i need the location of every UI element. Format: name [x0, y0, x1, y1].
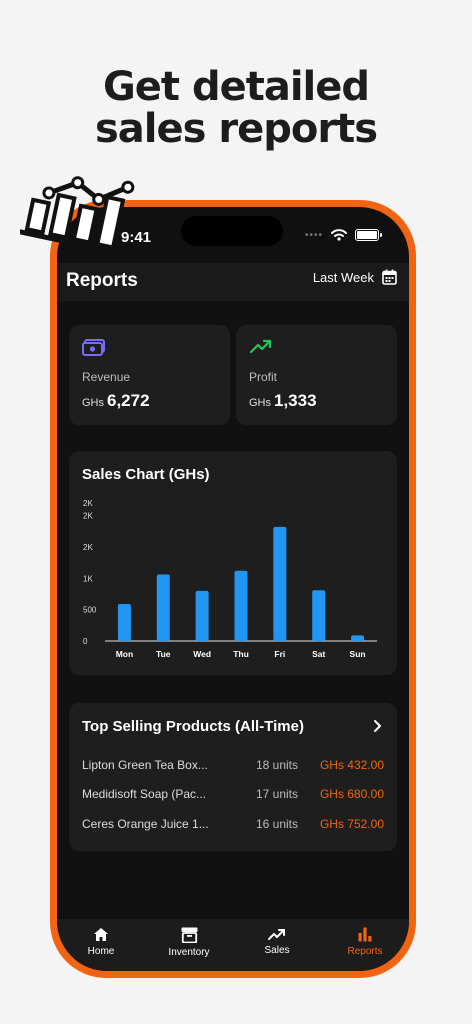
profit-currency: GHs: [249, 397, 271, 409]
bar-chart-icon: [358, 927, 372, 942]
chart-bar: [117, 603, 131, 641]
calendar-icon: [382, 269, 397, 285]
app-header: Reports Last Week: [57, 263, 409, 301]
chart-bar: [312, 590, 326, 641]
nav-home-label: Home: [87, 946, 115, 957]
top-products-title: Top Selling Products (All-Time): [82, 718, 304, 735]
home-icon: [94, 928, 108, 941]
revenue-card[interactable]: Revenue GHs 6,272: [69, 325, 230, 425]
signal-icon: ••••: [304, 229, 323, 241]
revenue-currency: GHs: [82, 397, 104, 409]
y-tick-label: 500: [83, 606, 97, 615]
cash-icon: [82, 339, 105, 356]
phone-frame: 9:41 •••• Reports Last Week: [50, 200, 416, 978]
archive-icon: [181, 927, 197, 943]
product-name: Ceres Orange Juice 1...: [82, 817, 209, 831]
wifi-icon: [331, 229, 347, 241]
product-row[interactable]: Medidisoft Soap (Pac... 17 units GHs 680…: [82, 787, 384, 805]
status-bar: 9:41 ••••: [57, 207, 409, 263]
chart-bar: [273, 526, 287, 641]
nav-sales[interactable]: Sales: [233, 919, 321, 971]
product-name: Medidisoft Soap (Pac...: [82, 787, 207, 801]
product-price: GHs 752.00: [319, 817, 384, 831]
bar-chart-sticker-icon: [20, 176, 135, 254]
revenue-amount: 6,272: [107, 391, 150, 410]
revenue-value: GHs 6,272: [82, 391, 150, 411]
x-tick-label: Sat: [312, 649, 325, 659]
status-icons: ••••: [304, 229, 382, 241]
x-tick-label: Mon: [116, 649, 133, 659]
phone-screen: 9:41 •••• Reports Last Week: [57, 207, 409, 971]
profit-label: Profit: [249, 370, 278, 384]
trending-up-icon: [268, 929, 285, 940]
y-tick-label: 2K: [83, 512, 93, 521]
y-tick-label: 0: [83, 637, 88, 646]
chart-bar: [195, 590, 209, 641]
period-selector[interactable]: Last Week: [313, 269, 397, 285]
product-price: GHs 432.00: [319, 758, 384, 772]
sales-chart-card: Sales Chart (GHs) 0 500 1K 2K 2K 2K Mon Tue Wed T…: [69, 451, 397, 675]
product-price: GHs 680.00: [319, 787, 384, 801]
dynamic-island: [181, 216, 283, 246]
product-units: 18 units: [255, 758, 298, 772]
y-tick-label: 2K: [83, 543, 93, 552]
x-tick-label: Sun: [350, 649, 366, 659]
nav-inventory-label: Inventory: [168, 947, 210, 958]
sales-chart-title: Sales Chart (GHs): [82, 466, 210, 483]
chart-bar: [234, 570, 248, 641]
headline-line-2: sales reports: [95, 106, 378, 152]
chevron-right-icon[interactable]: [373, 719, 383, 733]
profit-value: GHs 1,333: [249, 391, 317, 411]
profit-card[interactable]: Profit GHs 1,333: [236, 325, 397, 425]
sales-bar-chart: 0 500 1K 2K 2K 2K Mon Tue Wed Thu Fri Sat Sun: [83, 499, 377, 659]
status-time: 9:41: [121, 229, 152, 246]
y-tick-label: 2K: [83, 499, 93, 508]
nav-inventory[interactable]: Inventory: [145, 919, 233, 971]
chart-bar: [156, 574, 170, 641]
promo-headline: Get detailed sales reports: [0, 66, 472, 150]
battery-icon: [355, 229, 382, 241]
bottom-nav: Home Inventory Sales: [57, 919, 409, 971]
nav-sales-label: Sales: [264, 945, 290, 956]
product-name: Lipton Green Tea Box...: [82, 758, 208, 772]
x-tick-label: Tue: [156, 649, 171, 659]
nav-reports[interactable]: Reports: [321, 919, 409, 971]
headline-line-1: Get detailed: [102, 64, 370, 110]
reports-content: Revenue GHs 6,272 Profit GHs 1,333 Sal: [57, 301, 409, 919]
product-row[interactable]: Ceres Orange Juice 1... 16 units GHs 752…: [82, 817, 384, 835]
product-row[interactable]: Lipton Green Tea Box... 18 units GHs 432…: [82, 758, 384, 776]
nav-home[interactable]: Home: [57, 919, 145, 971]
period-label: Last Week: [312, 269, 374, 285]
product-units: 17 units: [255, 787, 298, 801]
page-title: Reports: [66, 270, 138, 291]
y-tick-label: 1K: [83, 574, 93, 583]
nav-reports-label: Reports: [347, 946, 383, 957]
profit-amount: 1,333: [274, 391, 317, 410]
product-units: 16 units: [255, 817, 298, 831]
chart-bar: [351, 635, 365, 641]
x-tick-label: Thu: [233, 649, 249, 659]
revenue-label: Revenue: [82, 370, 131, 384]
x-tick-label: Fri: [274, 649, 285, 659]
top-products-card[interactable]: Top Selling Products (All-Time) Lipton G…: [69, 703, 397, 851]
x-tick-label: Wed: [193, 649, 211, 659]
trending-up-icon: [249, 339, 272, 354]
